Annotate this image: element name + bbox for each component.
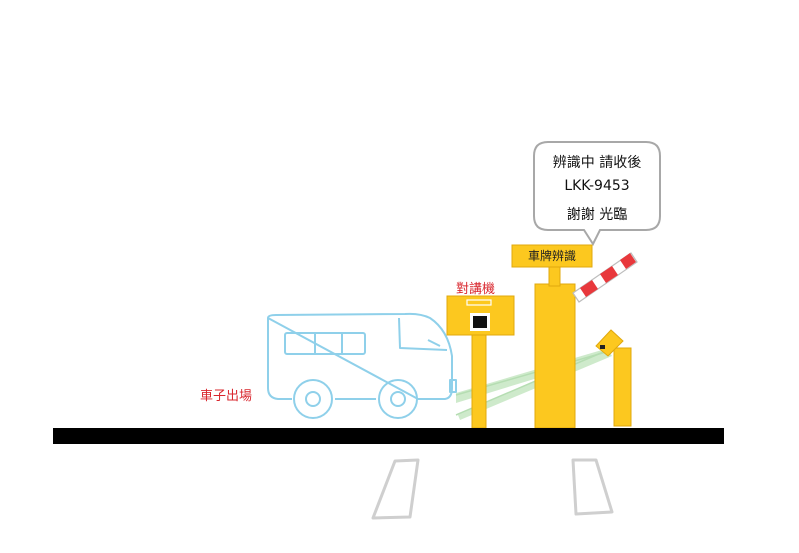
bubble-text-thanks: 謝謝 光臨 [566,207,628,223]
speech-bubble [533,141,661,247]
lane-divider-right [571,458,614,516]
van-outline-icon [267,312,457,419]
plate-recognition-sign-label: 車牌辨識 [527,249,576,263]
intercom-box-icon [446,295,515,429]
bubble-text-status: 辨識中 請收後 [552,155,642,171]
camera-sensor-icon [595,329,632,427]
vehicle-exit-label: 車子出場 [200,389,253,404]
barrier-arm-icon [572,252,638,303]
bubble-text-plate: LKK-9453 [564,178,630,194]
plate-recognition-pillar [511,244,593,429]
intercom-label: 對講機 [456,282,496,297]
lane-divider-left [371,458,420,520]
ground-line [53,428,724,444]
